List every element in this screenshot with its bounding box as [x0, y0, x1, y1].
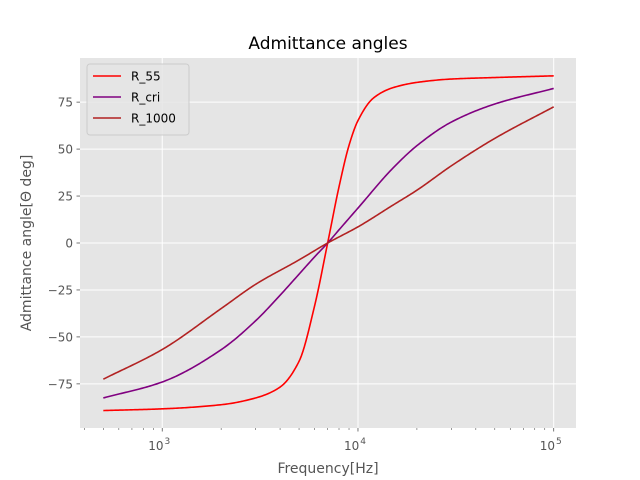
- y-tick-label: 75: [58, 96, 73, 110]
- y-tick-label: 0: [65, 237, 73, 251]
- legend-label-r-55: R_55: [131, 70, 161, 84]
- series-lines: [102, 75, 555, 412]
- y-tick-label: 25: [58, 190, 73, 204]
- y-tick-label: −25: [48, 283, 73, 297]
- series-line-r-1000: [102, 106, 555, 380]
- series-line-r-55: [103, 75, 554, 412]
- x-tick-exponent: 3: [165, 437, 171, 447]
- grid-lines: [80, 58, 576, 428]
- y-axis-label: Admittance angle[Θ deg]: [19, 155, 35, 332]
- chart-title: Admittance angles: [248, 34, 407, 54]
- y-tick-labels: −75 −50 −25 0 25 50 75: [48, 96, 73, 392]
- y-tick-label: 50: [58, 143, 73, 157]
- legend-label-r-1000: R_1000: [131, 112, 176, 126]
- y-tick-label: −50: [48, 330, 73, 344]
- axis-ticks: [76, 101, 555, 432]
- x-axis-label: Frequency[Hz]: [277, 461, 378, 477]
- x-minor-ticks: [84, 428, 546, 430]
- x-tick-exponent: 5: [556, 437, 562, 447]
- x-tick-exponent: 4: [360, 437, 366, 447]
- legend-label-r-cri: R_cri: [131, 91, 160, 105]
- y-tick-label: −75: [48, 377, 73, 391]
- legend: R_55 R_cri R_1000: [86, 63, 190, 136]
